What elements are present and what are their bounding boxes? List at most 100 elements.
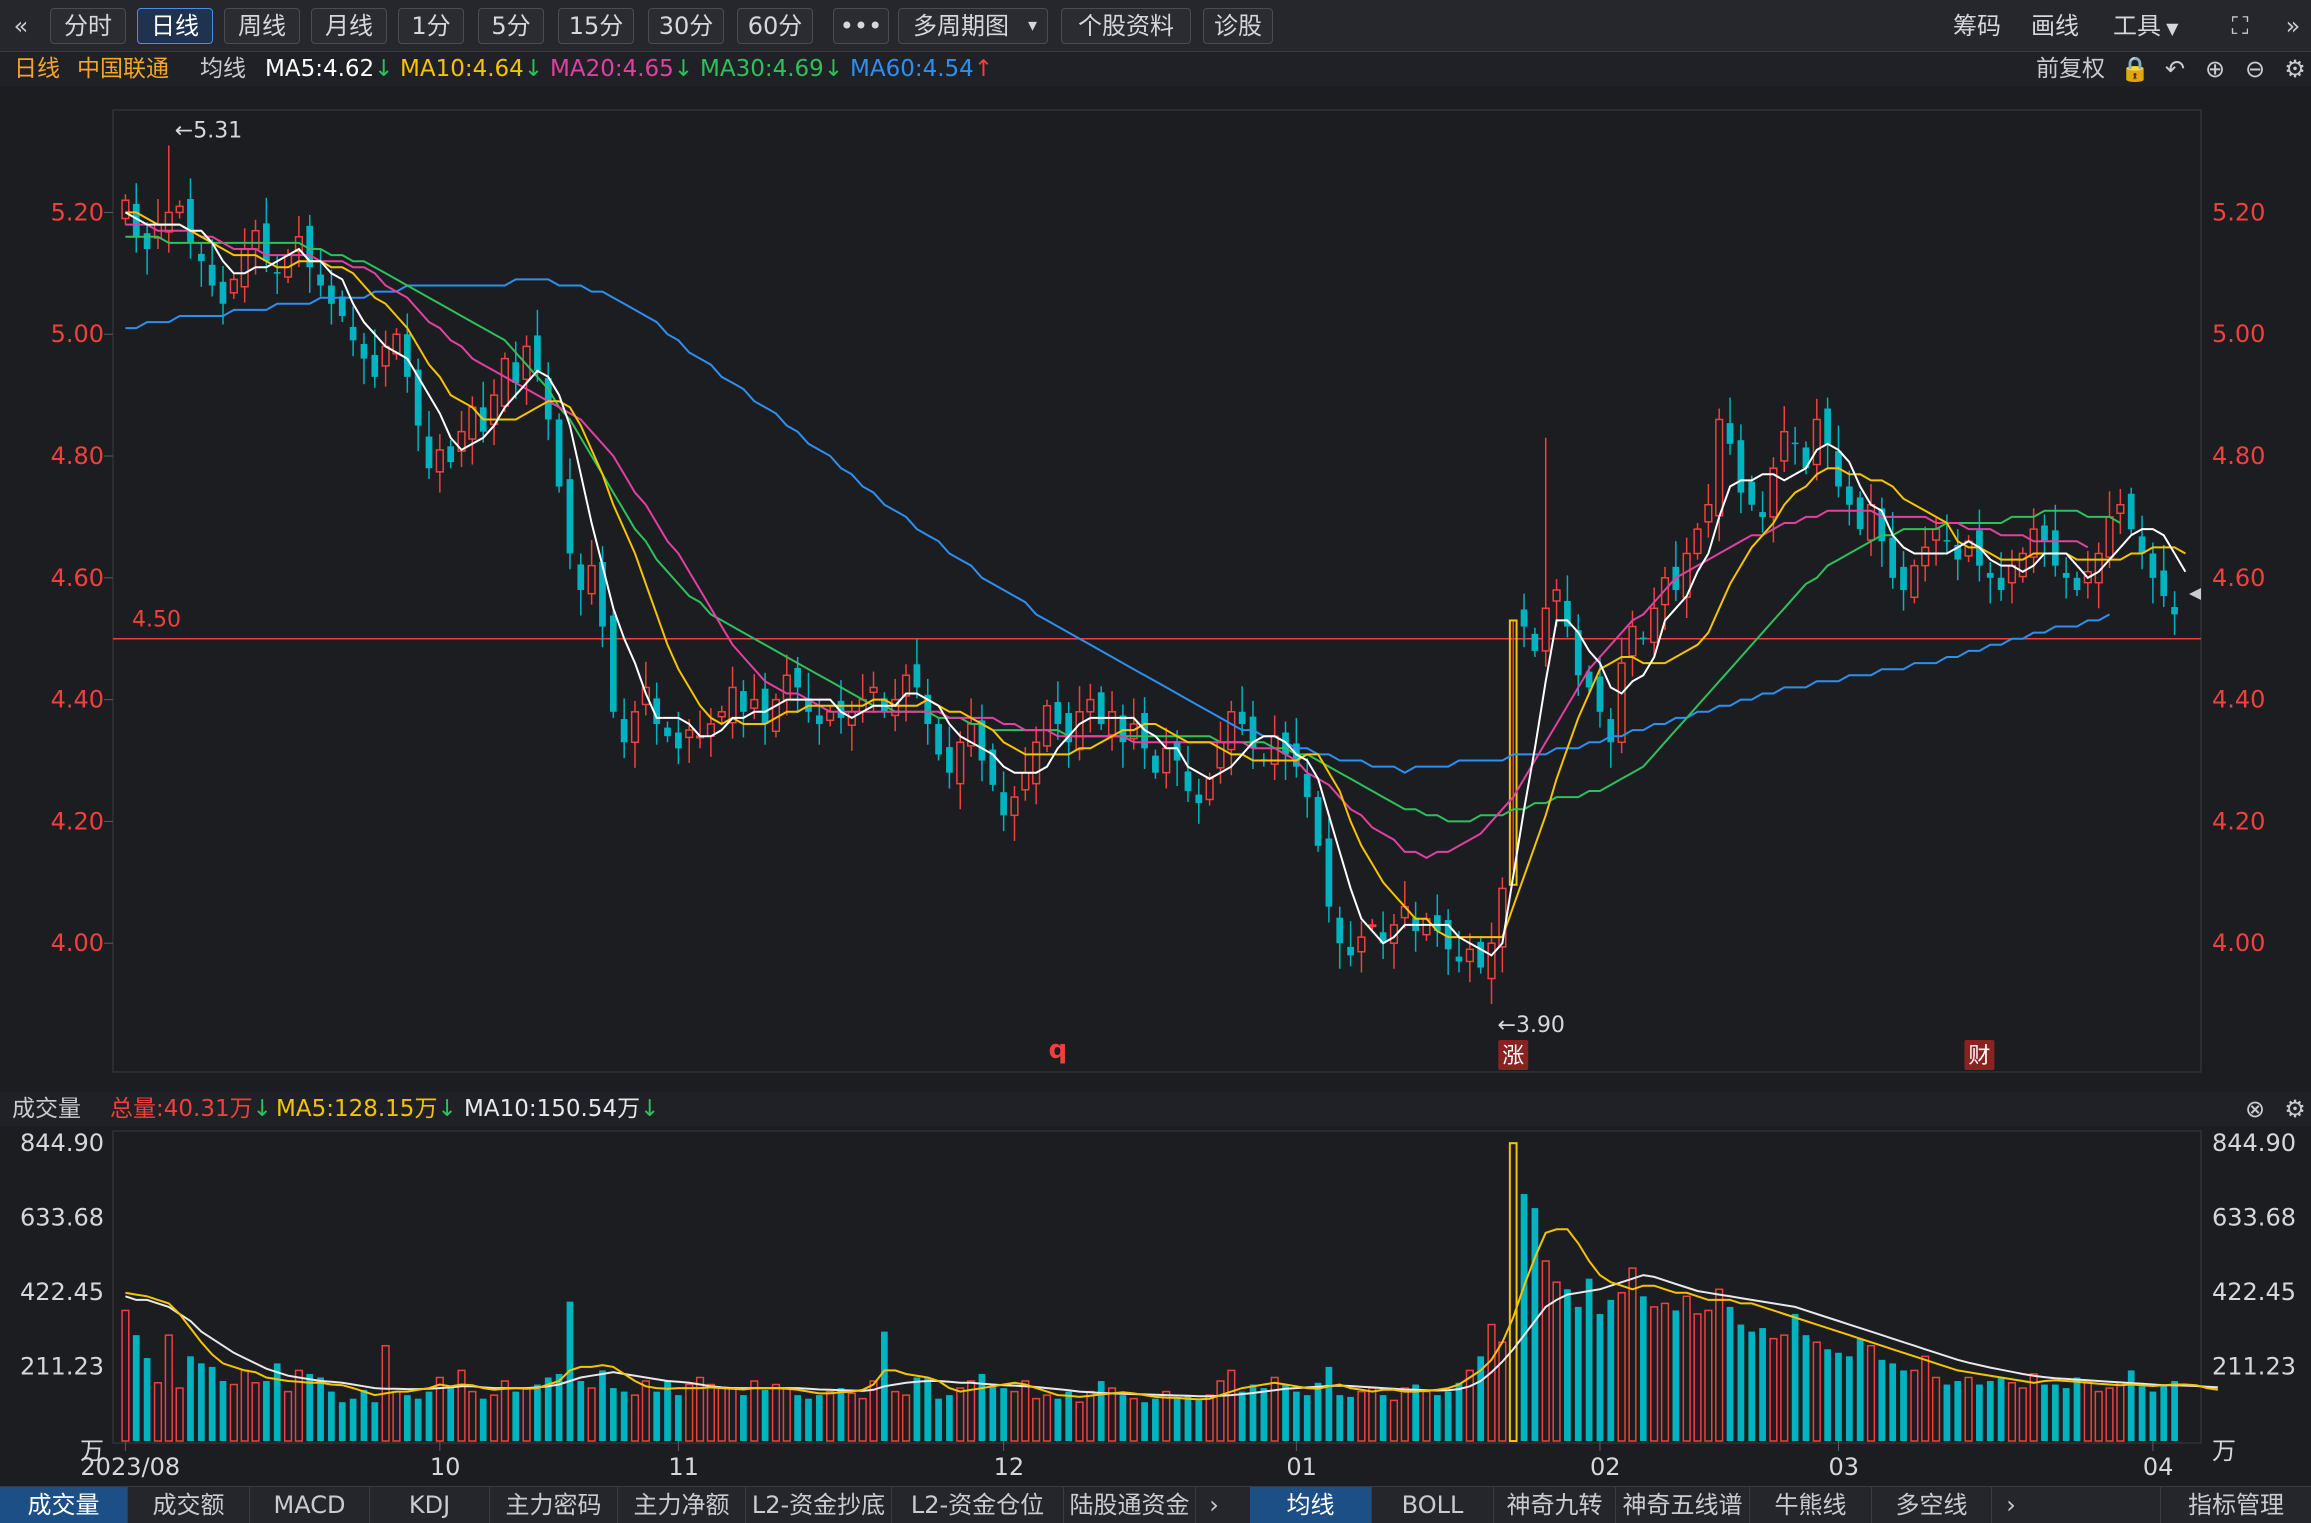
overlay-tab[interactable]: 牛熊线 — [1750, 1487, 1872, 1523]
volume-tick-label-left: 844.90 — [20, 1129, 104, 1157]
period-button[interactable]: 周线 — [224, 8, 300, 44]
double-chevron-left-icon[interactable]: « — [13, 12, 29, 40]
indicator-tab[interactable]: 成交量 — [0, 1487, 128, 1523]
candle-body-down — [1596, 676, 1604, 712]
indicator-tab[interactable]: L2-资金仓位 — [892, 1487, 1064, 1523]
diagnose-button[interactable]: 诊股 — [1203, 8, 1273, 44]
gear-icon[interactable]: ⚙ — [2284, 1095, 2306, 1123]
volume-bar-up — [1368, 1387, 1377, 1442]
volume-bar-up — [229, 1383, 238, 1442]
stock-info-button[interactable]: 个股资料 — [1061, 8, 1191, 44]
candle-body-down — [425, 436, 433, 469]
period-button[interactable]: 30分 — [648, 8, 724, 44]
period-button[interactable]: 月线 — [311, 8, 387, 44]
double-chevron-right-icon[interactable]: » — [2285, 12, 2301, 40]
volume-bar-up — [1498, 1341, 1507, 1442]
chip-button[interactable]: 筹码 — [1953, 12, 2001, 40]
price-tick-label-left: 5.20 — [51, 198, 104, 226]
candle-body-down — [1000, 792, 1007, 816]
volume-bar-down — [1835, 1352, 1842, 1441]
date-tick-label: 01 — [1286, 1453, 1317, 1481]
ma-title[interactable]: 均线 — [200, 56, 246, 82]
period-label: 日线 — [14, 56, 60, 82]
indicator-tab[interactable]: 主力密码 — [490, 1487, 618, 1523]
candle-body-down — [2073, 577, 2081, 590]
volume-bar-up — [283, 1390, 293, 1442]
candle-body-down — [2138, 536, 2146, 554]
candle-body-down — [1986, 572, 1994, 578]
multi-period-dropdown[interactable]: 多周期图 ▾ — [898, 8, 1048, 44]
volume-bar-up — [457, 1369, 466, 1442]
candle-body-up — [1812, 418, 1821, 466]
overlay-tab[interactable]: 均线 — [1250, 1487, 1372, 1523]
period-button[interactable]: 日线 — [137, 8, 213, 44]
volume-bar-down — [1986, 1381, 1994, 1441]
price-tick-label-left: 4.20 — [51, 807, 104, 835]
support-line-label: 4.50 — [132, 608, 181, 633]
volume-bar-up — [771, 1383, 781, 1442]
fullscreen-icon[interactable]: ⛶ — [2231, 12, 2249, 40]
candle-body-down — [2160, 570, 2168, 597]
indicator-tab[interactable]: 陆股通资金 — [1064, 1487, 1196, 1523]
close-icon[interactable]: ⊗ — [2244, 1095, 2266, 1123]
volume-bar-down — [577, 1381, 585, 1441]
overlay-tab[interactable]: 神奇九转 — [1494, 1487, 1616, 1523]
candle-body-down — [946, 747, 953, 773]
indicator-tab[interactable]: KDJ — [370, 1487, 490, 1523]
candle-body-up — [1129, 723, 1138, 740]
zoom-in-icon[interactable]: ⊕ — [2204, 55, 2226, 83]
draw-line-button[interactable]: 画线 — [2031, 12, 2079, 40]
volume-total: 总量:40.31万↓ — [110, 1092, 272, 1126]
overlay-tab[interactable]: 神奇五线谱 — [1616, 1487, 1750, 1523]
candle-body-down — [2041, 525, 2048, 542]
candle-body-down — [1444, 920, 1452, 950]
candle-body-down — [1564, 600, 1571, 627]
indicator-tab[interactable]: MACD — [250, 1487, 370, 1523]
candle-body-down — [143, 233, 151, 249]
lock-icon[interactable]: 🔒 — [2120, 55, 2150, 83]
candle-body-down — [761, 688, 769, 724]
period-button[interactable]: 分时 — [50, 8, 126, 44]
volume-bar-down — [371, 1402, 379, 1441]
tools-label: 工具 — [2113, 12, 2161, 40]
candle-body-down — [1433, 915, 1441, 932]
volume-bar-up — [1541, 1260, 1550, 1442]
volume-bar-down — [1856, 1338, 1864, 1441]
indicator-tab[interactable]: 成交额 — [128, 1487, 250, 1523]
candle-body-up — [1541, 607, 1550, 652]
period-button[interactable]: 15分 — [558, 8, 634, 44]
overlay-tab[interactable]: 多空线 — [1872, 1487, 1992, 1523]
period-button[interactable]: 1分 — [398, 8, 464, 44]
tools-dropdown[interactable]: 工具 ▼ — [2113, 8, 2178, 44]
volume-bar-down — [2149, 1391, 2157, 1441]
candle-body-down — [1238, 711, 1246, 724]
gear-icon[interactable]: ⚙ — [2284, 55, 2306, 83]
overlay-tab[interactable]: BOLL — [1372, 1487, 1494, 1523]
volume-bar-down — [609, 1388, 617, 1441]
stock-name[interactable]: 中国联通 — [77, 56, 169, 82]
more-button[interactable]: ••• — [833, 8, 889, 44]
volume-bar-down — [1260, 1388, 1268, 1441]
indicator-tab[interactable]: 主力净额 — [618, 1487, 746, 1523]
zoom-out-icon[interactable]: ⊖ — [2244, 55, 2266, 83]
volume-bar-up — [164, 1334, 173, 1442]
undo-icon[interactable]: ↶ — [2164, 55, 2186, 83]
indicator-tab[interactable]: L2-资金抄底 — [746, 1487, 892, 1523]
candle-body-down — [1748, 481, 1756, 505]
indicator-manage-button[interactable]: 指标管理 — [2160, 1487, 2311, 1523]
volume-bar-down — [1878, 1359, 1886, 1441]
period-button[interactable]: 60分 — [737, 8, 813, 44]
period-button[interactable]: 5分 — [478, 8, 544, 44]
candle-body-down — [1173, 741, 1181, 761]
candle-body-up — [1628, 625, 1637, 657]
volume-title[interactable]: 成交量 — [12, 1096, 81, 1122]
candle-body-up — [175, 205, 184, 214]
event-marker-label: 财 — [1968, 1044, 1990, 1069]
arrow-down-icon: ↓ — [374, 56, 394, 82]
adjust-mode-button[interactable]: 前复权 — [2036, 56, 2105, 82]
volume-total-value: 总量:40.31万 — [110, 1096, 253, 1122]
candle-body-down — [1802, 447, 1810, 469]
chevron-right-icon[interactable]: › — [1209, 1491, 1219, 1519]
chevron-right-icon[interactable]: › — [2006, 1491, 2016, 1519]
